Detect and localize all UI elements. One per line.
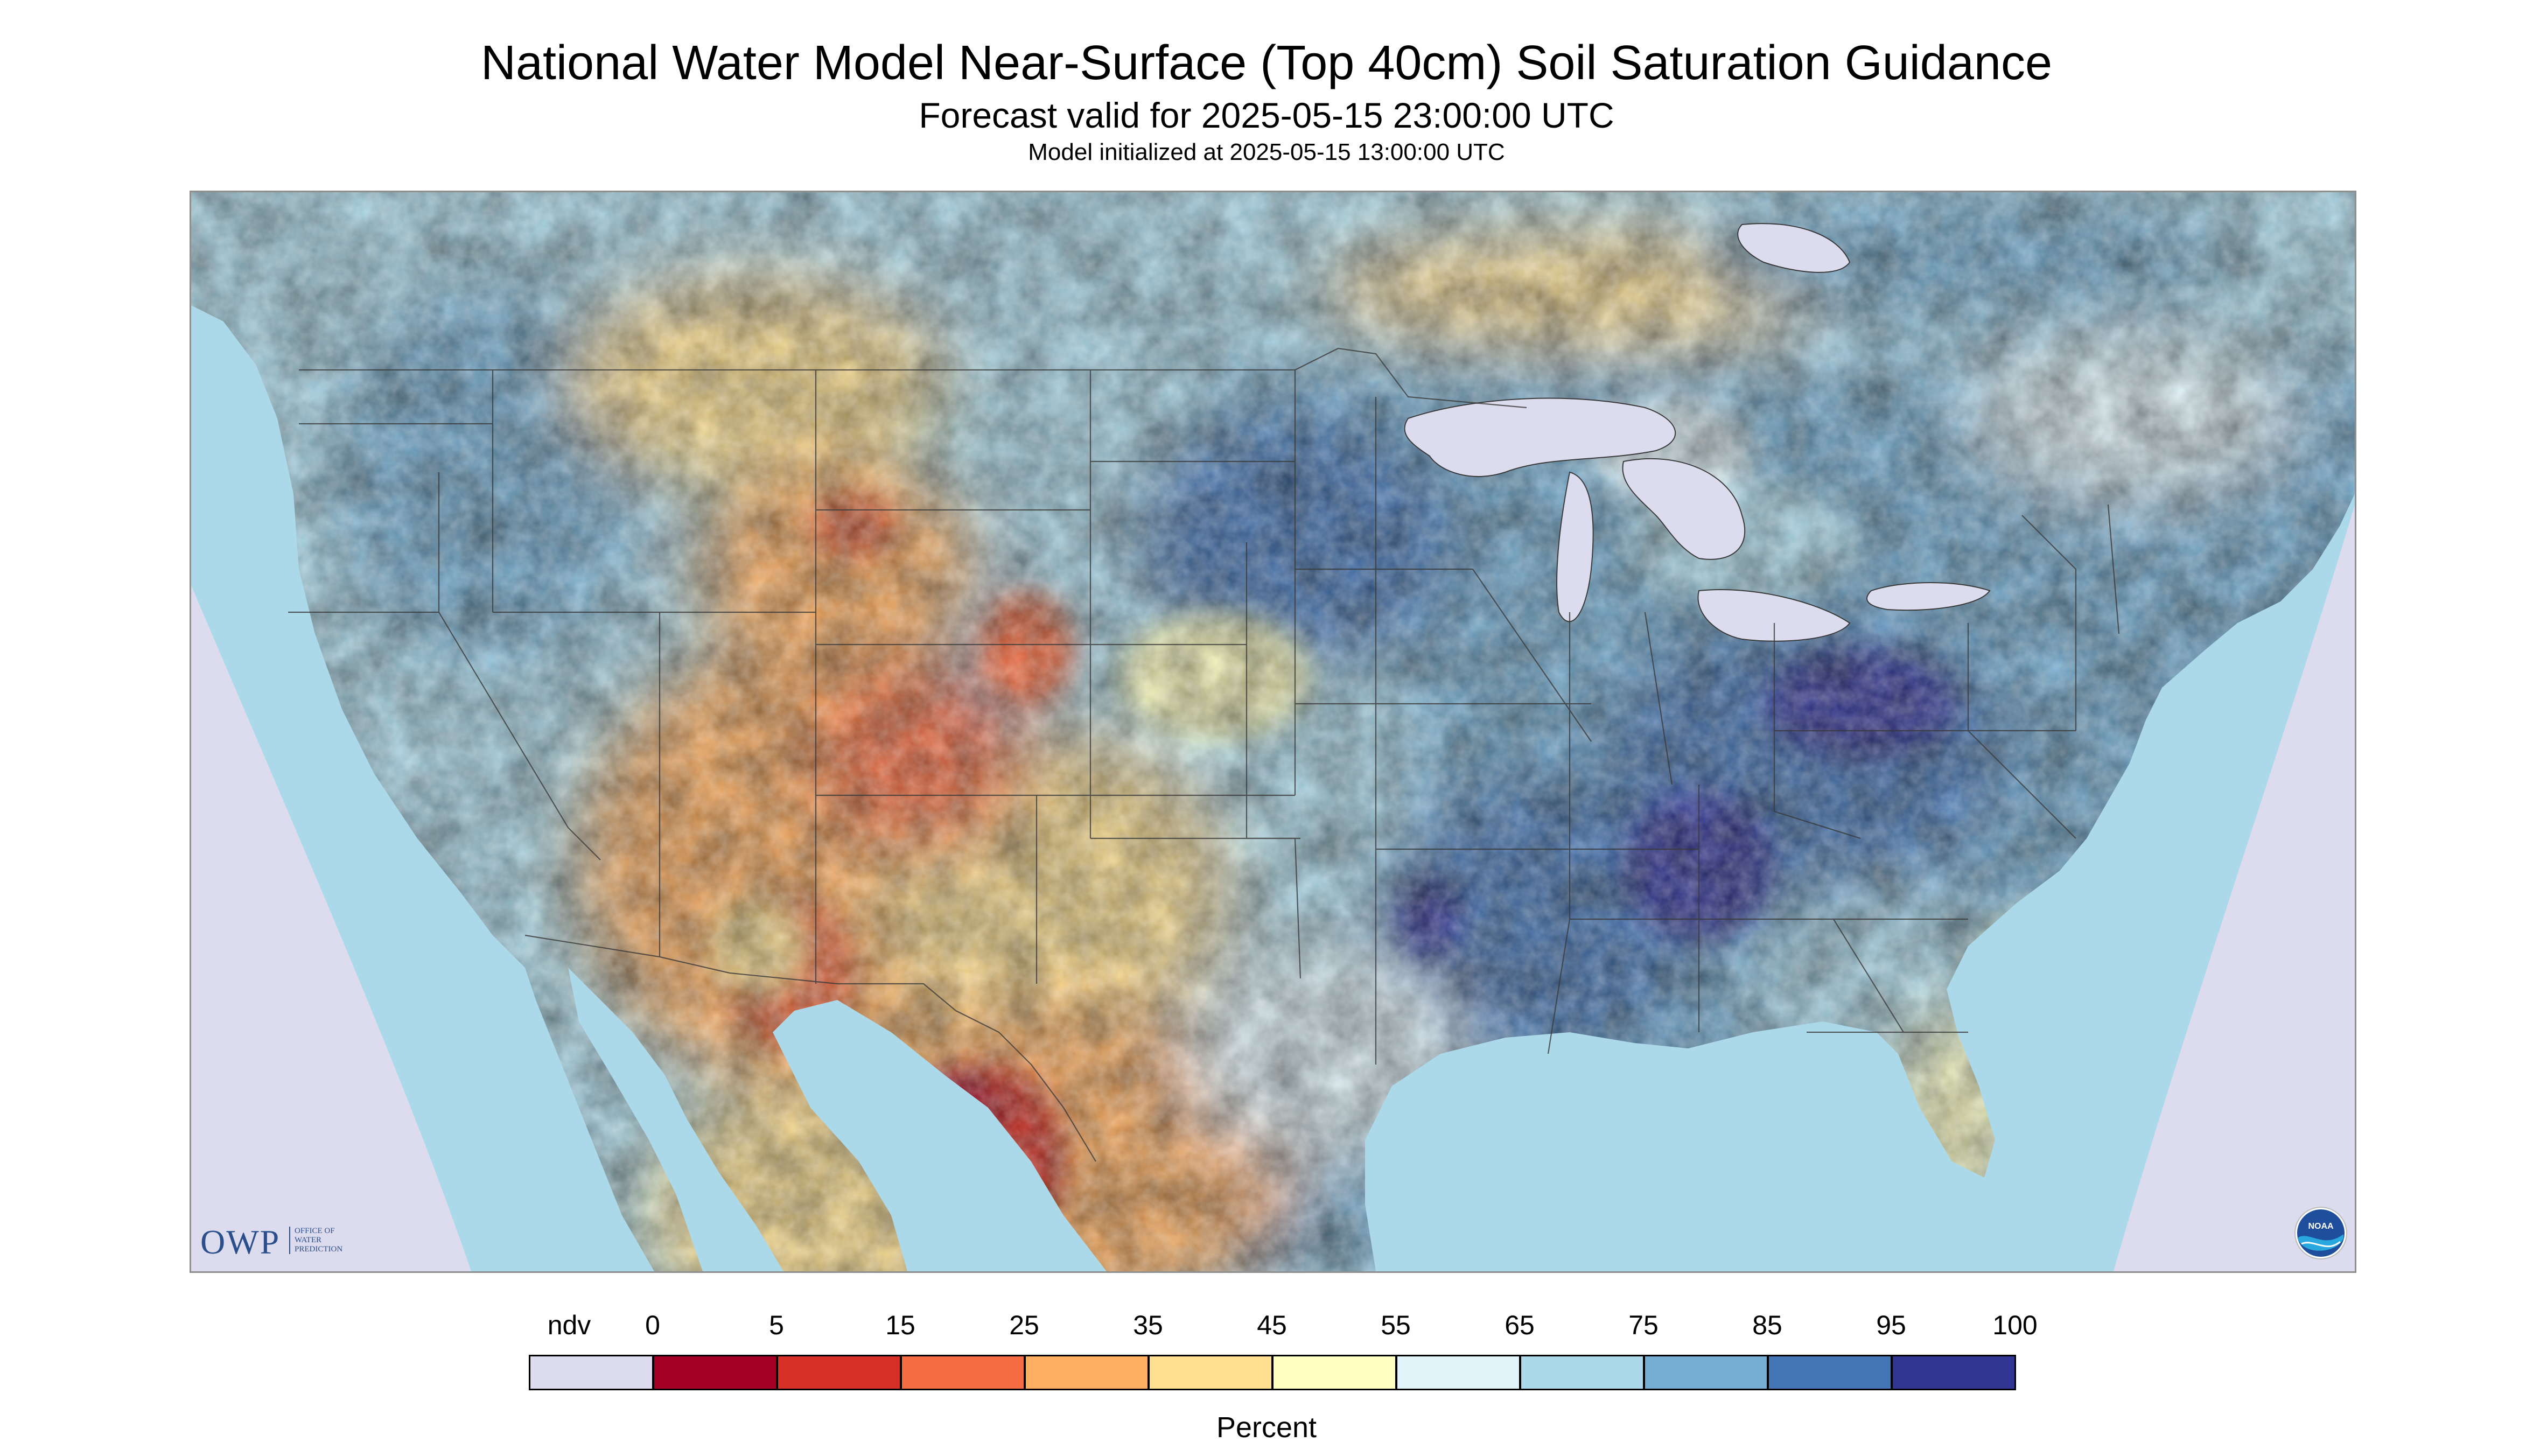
owp-sub-line-2: WATER (295, 1236, 321, 1244)
legend-label-95: 95 (1876, 1310, 1906, 1340)
legend-swatch-3 (1024, 1355, 1149, 1390)
legend-label-85: 85 (1752, 1310, 1782, 1340)
owp-sub-line-1: OFFICE OF (295, 1227, 335, 1235)
legend-label-45: 45 (1257, 1310, 1287, 1340)
noaa-logo-text: NOAA (2308, 1222, 2334, 1231)
color-legend (529, 1355, 2016, 1390)
legend-label-25: 25 (1009, 1310, 1039, 1340)
legend-swatch-ndv (529, 1355, 654, 1390)
soil-saturation-map (190, 191, 2356, 1273)
legend-label-5: 5 (769, 1310, 784, 1340)
legend-swatch-9 (1767, 1355, 1892, 1390)
legend-swatch-2 (900, 1355, 1025, 1390)
owp-logo-text: OWP (200, 1223, 281, 1261)
legend-swatch-6 (1396, 1355, 1521, 1390)
forecast-valid-subtitle: Forecast valid for 2025-05-15 23:00:00 U… (919, 95, 1614, 135)
legend-swatch-4 (1148, 1355, 1273, 1390)
legend-label-ndv: ndv (547, 1310, 591, 1340)
legend-swatch-8 (1643, 1355, 1768, 1390)
legend-label-55: 55 (1381, 1310, 1411, 1340)
legend-swatch-1 (776, 1355, 901, 1390)
legend-label-75: 75 (1628, 1310, 1659, 1340)
legend-swatch-10 (1891, 1355, 2016, 1390)
legend-swatch-5 (1272, 1355, 1397, 1390)
legend-label-0: 0 (645, 1310, 660, 1340)
legend-label-100: 100 (1992, 1310, 2038, 1340)
legend-label-35: 35 (1133, 1310, 1163, 1340)
owp-sub-line-3: PREDICTION (295, 1245, 343, 1254)
legend-label-65: 65 (1505, 1310, 1535, 1340)
noaa-logo-icon: NOAA (2294, 1207, 2347, 1259)
map-title: National Water Model Near-Surface (Top 4… (480, 36, 2052, 90)
legend-swatch-0 (653, 1355, 778, 1390)
legend-label-15: 15 (885, 1310, 915, 1340)
legend-swatch-7 (1520, 1355, 1645, 1390)
legend-units: Percent (1216, 1411, 1317, 1444)
model-initialized-text: Model initialized at 2025-05-15 13:00:00… (1028, 139, 1505, 165)
owp-logo-subtext: OFFICE OF WATER PREDICTION (289, 1227, 342, 1254)
